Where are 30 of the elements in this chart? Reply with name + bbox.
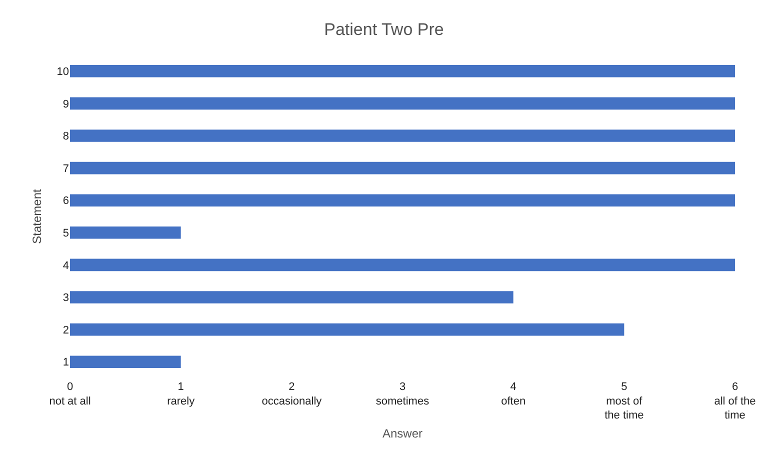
x-tick-label: 4 often <box>501 381 526 408</box>
bar <box>70 65 735 78</box>
y-tick-label: 6 <box>62 195 69 208</box>
y-tick-label: 5 <box>62 228 69 240</box>
y-tick-label: 3 <box>62 292 69 304</box>
bar <box>70 162 735 174</box>
x-tick-label: 6 all of the time <box>714 381 756 422</box>
y-tick-label: 7 <box>62 162 69 175</box>
y-tick-label: 2 <box>62 324 69 336</box>
bar <box>70 194 735 206</box>
bar <box>70 97 735 110</box>
bar <box>70 323 624 336</box>
chart-title: Patient Two Pre <box>324 20 444 39</box>
y-tick-label: 10 <box>56 66 69 78</box>
bar <box>70 130 735 142</box>
bar <box>70 356 181 368</box>
y-tick-label: 4 <box>62 260 69 272</box>
y-tick-label: 8 <box>62 130 69 143</box>
y-tick-label: 1 <box>62 356 69 369</box>
y-axis-title: Statement <box>30 188 44 244</box>
bar <box>70 291 514 304</box>
x-tick-label: 0 not at all <box>49 381 91 408</box>
x-tick-label: 1 rarely <box>167 381 196 408</box>
bar <box>70 226 181 239</box>
x-axis-title: Answer <box>382 426 423 440</box>
x-tick-label: 5 most of the time <box>604 381 644 422</box>
y-tick-label: 9 <box>62 98 69 110</box>
x-tick-label: 2 occasionally <box>262 381 322 408</box>
x-tick-label: 3 sometimes <box>376 381 430 408</box>
bar <box>70 258 735 272</box>
